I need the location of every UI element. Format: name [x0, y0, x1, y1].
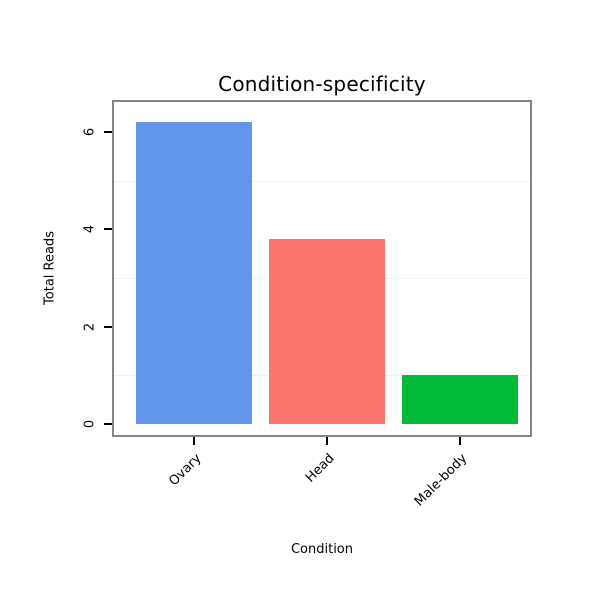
- x-tick-label: Male-body: [412, 451, 471, 510]
- y-tick-label: 6: [82, 127, 98, 136]
- y-tick: [104, 423, 112, 425]
- y-tick: [104, 130, 112, 133]
- bar-head: [269, 238, 385, 424]
- x-tick-label: Head: [302, 451, 338, 486]
- bar-male-body: [402, 375, 518, 424]
- y-tick-label: 0: [82, 419, 98, 429]
- x-tick: [193, 437, 195, 445]
- x-axis-label: Condition: [290, 542, 354, 557]
- y-tick: [104, 228, 112, 231]
- x-tick: [459, 437, 461, 445]
- chart-title: Condition-specificity: [218, 72, 426, 96]
- y-axis-label: Total Reads: [42, 231, 58, 305]
- y-tick: [104, 325, 112, 328]
- y-tick-label: 2: [82, 322, 98, 331]
- bar-ovary: [136, 122, 252, 424]
- plot-area: [112, 100, 532, 437]
- y-tick-label: 4: [82, 225, 98, 234]
- x-tick: [326, 437, 328, 445]
- x-tick-label: Ovary: [166, 451, 205, 490]
- minor-gridline: [114, 180, 530, 182]
